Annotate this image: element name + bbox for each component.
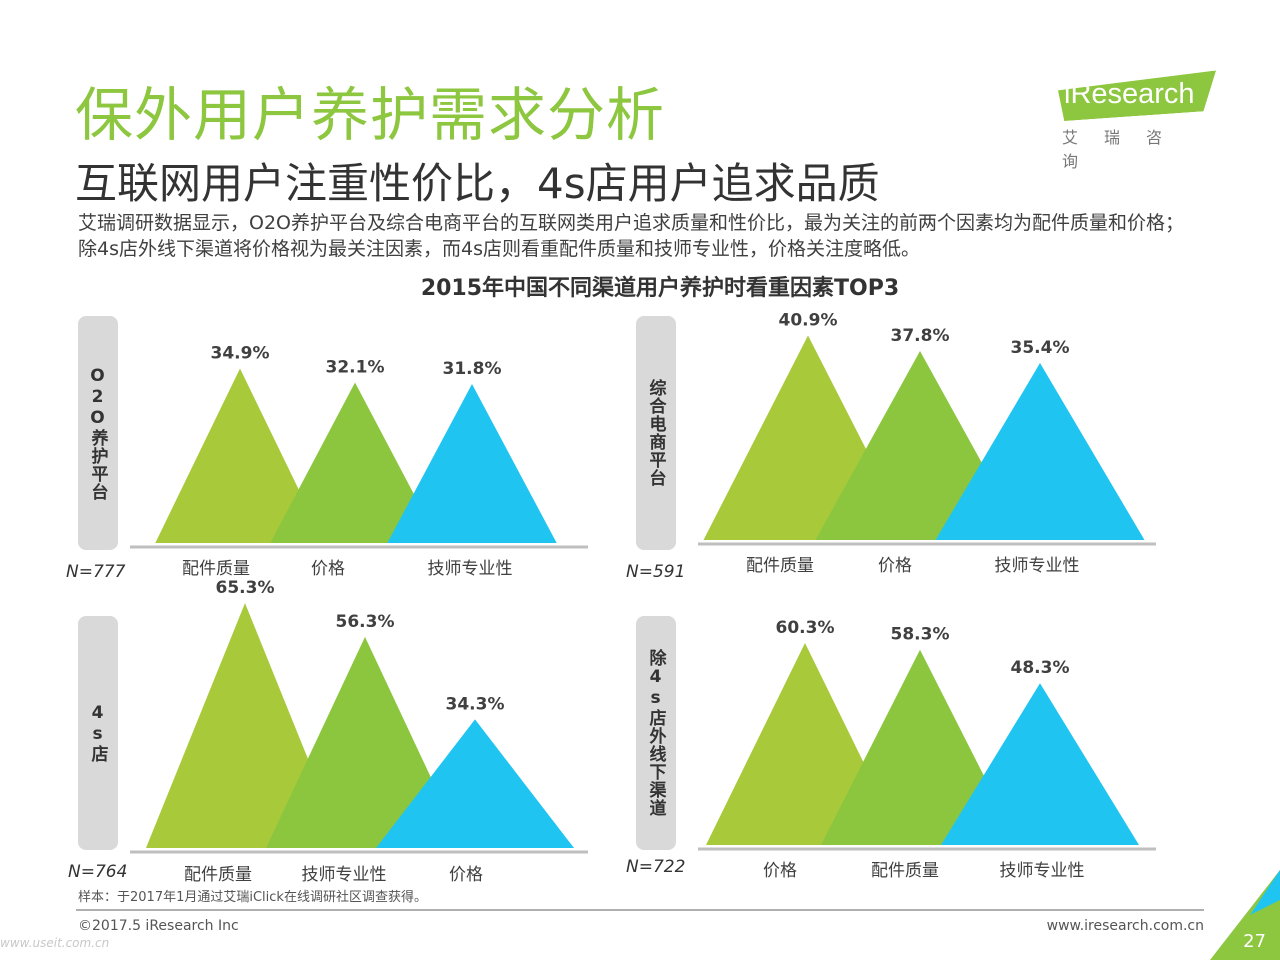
value-label: 34.9%: [211, 344, 270, 364]
triangle-mark: [155, 368, 325, 543]
category-label: 价格: [763, 861, 797, 881]
panel-chart-3: 60.3% 价格 58.3% 配件质量 48.3% 技师专业性: [698, 618, 1156, 881]
category-label: 技师专业性: [302, 865, 387, 885]
page-number: 27: [1243, 931, 1266, 952]
description-text: 艾瑞调研数据显示，O2O养护平台及综合电商平台的互联网类用户追求质量和性价比，最…: [78, 212, 1185, 260]
sample-size-4s: N=764: [68, 862, 128, 882]
category-label: 价格: [449, 865, 483, 885]
category-label: 价格: [878, 556, 912, 576]
sample-note: 样本：于2017年1月通过艾瑞iClick在线调研社区调查获得。: [78, 890, 427, 905]
panel-chart-2: 65.3% 配件质量 56.3% 技师专业性 34.3% 价格: [130, 578, 588, 885]
footer-copyright: ©2017.5 iResearch Inc: [78, 918, 239, 934]
value-label: 40.9%: [779, 311, 838, 331]
triangle-mark: [146, 603, 344, 848]
triangle-mark: [376, 719, 574, 848]
panel-label-text: O2O养护平台: [87, 365, 108, 501]
logo-brand-text: iResearch: [1064, 78, 1195, 110]
triangle-mark: [387, 384, 557, 543]
triangle-mark: [821, 649, 1019, 845]
triangle-mark: [941, 683, 1139, 845]
value-label: 56.3%: [336, 612, 395, 632]
page-title: 保外用户养护需求分析: [75, 81, 666, 149]
value-label: 31.8%: [443, 359, 502, 379]
iresearch-logo: iResearch 艾瑞咨询: [1058, 68, 1220, 171]
logo-cn-text: 艾瑞咨询: [1062, 128, 1189, 171]
triangle-mark: [270, 382, 440, 543]
triangle-mark: [266, 636, 464, 848]
value-label: 32.1%: [326, 358, 385, 378]
panel-label-4s: 4s店: [78, 616, 118, 850]
sample-size-ecommerce: N=591: [626, 562, 686, 582]
panel-label-offline: 除4s店外线下渠道: [636, 616, 676, 850]
value-label: 35.4%: [1011, 338, 1070, 358]
triangle-mark: [935, 363, 1145, 540]
category-label: 配件质量: [182, 559, 250, 579]
value-label: 37.8%: [891, 326, 950, 346]
panel-chart-0: 34.9% 配件质量 32.1% 价格 31.8% 技师专业性: [130, 344, 588, 579]
value-label: 60.3%: [776, 618, 835, 638]
page-subtitle: 互联网用户注重性价比，4s店用户追求品质: [75, 159, 880, 208]
panel-label-text: 除4s店外线下渠道: [645, 649, 666, 817]
panel-label-text: 4s店: [87, 703, 108, 763]
chart-title: 2015年中国不同渠道用户养护时看重因素TOP3: [420, 276, 900, 301]
value-label: 65.3%: [216, 578, 275, 598]
footer-divider: [76, 909, 1204, 911]
panel-label-o2o: O2O养护平台: [78, 316, 118, 550]
category-label: 配件质量: [184, 865, 252, 885]
category-label: 配件质量: [871, 861, 939, 881]
watermark-text: www.useit.com.cn: [0, 936, 110, 950]
footer-url: www.iresearch.com.cn: [1046, 918, 1204, 934]
corner-decoration: [1210, 870, 1280, 960]
panel-chart-1: 40.9% 配件质量 37.8% 价格 35.4% 技师专业性: [698, 311, 1156, 576]
category-label: 配件质量: [746, 556, 814, 576]
category-label: 技师专业性: [995, 556, 1080, 576]
sample-size-o2o: N=777: [66, 562, 126, 582]
category-label: 技师专业性: [428, 559, 513, 579]
panel-label-ecommerce: 综合电商平台: [636, 316, 676, 550]
sample-size-offline: N=722: [626, 857, 686, 877]
value-label: 58.3%: [891, 625, 950, 645]
value-label: 48.3%: [1011, 658, 1070, 678]
value-label: 34.3%: [446, 694, 505, 714]
panel-label-text: 综合电商平台: [645, 379, 666, 487]
category-label: 价格: [311, 559, 345, 579]
category-label: 技师专业性: [1000, 861, 1085, 881]
